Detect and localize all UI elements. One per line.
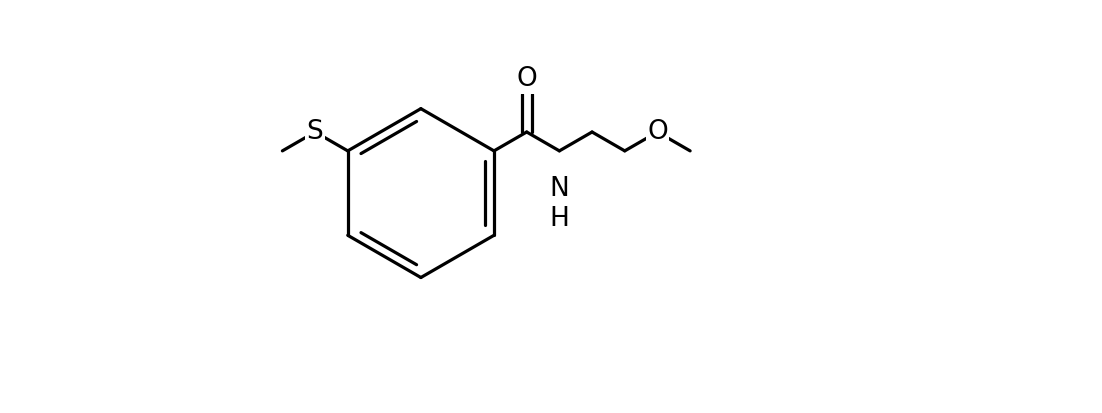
Text: O: O xyxy=(517,66,537,93)
Text: O: O xyxy=(647,119,668,145)
Text: S: S xyxy=(306,119,324,145)
Text: N
H: N H xyxy=(550,176,570,232)
